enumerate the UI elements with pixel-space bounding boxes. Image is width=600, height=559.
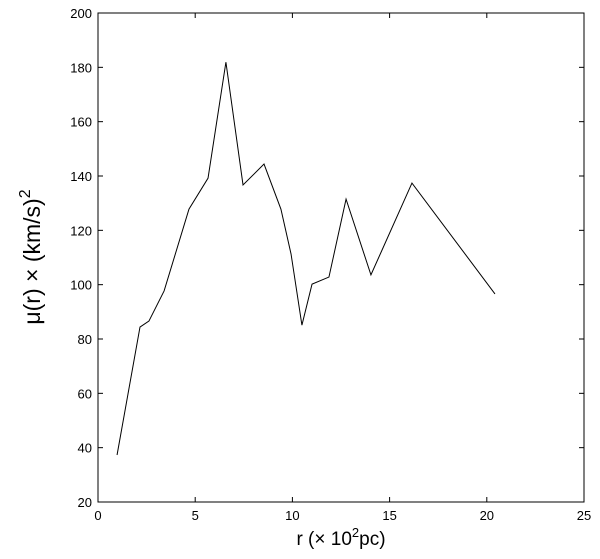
y-tick-label: 60: [78, 386, 92, 401]
x-tick-label: 10: [285, 508, 299, 523]
data-line: [116, 62, 496, 456]
y-tick-label: 40: [78, 441, 92, 456]
y-tick-label: 160: [70, 115, 92, 130]
x-label-sup: 2: [352, 525, 359, 540]
y-label-text: μ(r) × (km/s): [19, 198, 45, 324]
y-tick-label: 80: [78, 332, 92, 347]
plot-frame: [97, 12, 585, 503]
y-tick-label: 120: [70, 223, 92, 238]
y-tick-label: 180: [70, 60, 92, 75]
x-tick-label: 20: [480, 508, 494, 523]
x-tick-label: 5: [192, 508, 199, 523]
x-tick-label: 0: [94, 508, 101, 523]
x-tick-label: 15: [382, 508, 396, 523]
y-tick-label: 20: [78, 495, 92, 510]
x-axis-label: r (× 102pc): [296, 525, 385, 550]
y-tick-label: 100: [70, 278, 92, 293]
x-label-text: r (× 10: [296, 529, 351, 550]
y-axis-label: μ(r) × (km/s)2: [17, 189, 45, 324]
y-label-sup: 2: [17, 189, 34, 198]
x-label-after: pc): [359, 529, 385, 550]
y-tick-label: 140: [70, 169, 92, 184]
y-tick-label: 200: [70, 6, 92, 21]
x-tick-label: 25: [577, 508, 591, 523]
